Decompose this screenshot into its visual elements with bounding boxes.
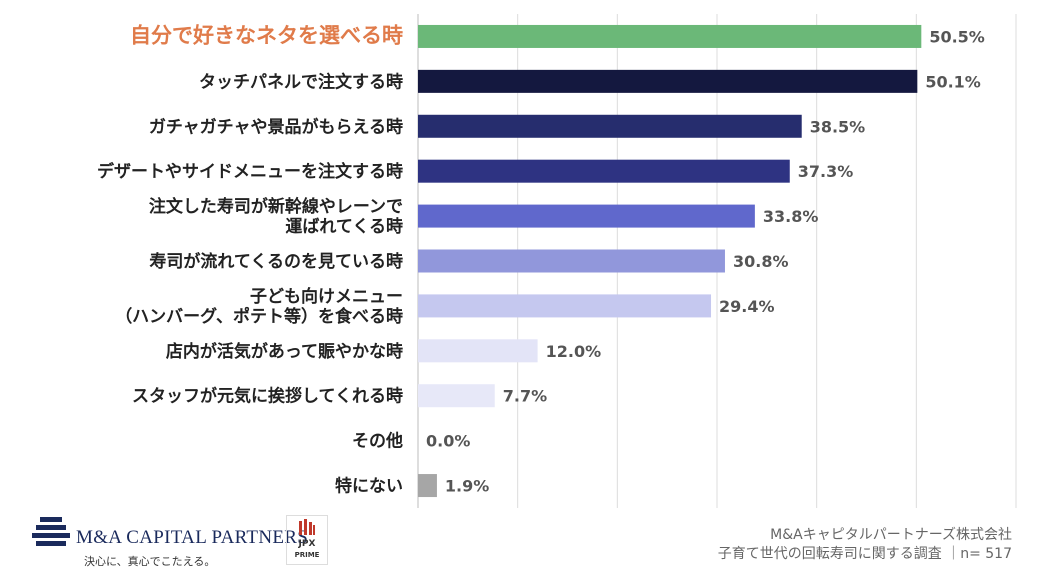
value-label: 50.1% bbox=[925, 72, 981, 91]
bar bbox=[418, 204, 755, 228]
company-logo-icon bbox=[32, 517, 70, 546]
category-label: 店内が活気があって賑やかな時 bbox=[166, 341, 403, 362]
value-label: 33.8% bbox=[763, 207, 819, 226]
source-survey: 子育て世代の回転寿司に関する調査 ｜n= 517 bbox=[717, 546, 1012, 562]
value-label: 50.5% bbox=[929, 27, 985, 46]
category-label: 子ども向けメニュー bbox=[250, 286, 403, 307]
category-label: ガチャガチャや景品がもらえる時 bbox=[149, 116, 403, 137]
value-label: 38.5% bbox=[810, 117, 866, 136]
bar bbox=[418, 114, 802, 138]
source-company: M&Aキャピタルパートナーズ株式会社 bbox=[770, 527, 1012, 543]
bar bbox=[418, 294, 712, 318]
category-label: タッチパネルで注文する時 bbox=[199, 71, 403, 92]
bar bbox=[418, 339, 538, 363]
value-label: 0.0% bbox=[426, 432, 470, 451]
value-label: 37.3% bbox=[798, 162, 854, 181]
bar-chart: 自分で好きなネタを選べる時タッチパネルで注文する時ガチャガチャや景品がもらえる時… bbox=[97, 14, 1017, 508]
company-logo-text: M&A CAPITAL PARTNERS bbox=[76, 527, 309, 548]
value-label: 12.0% bbox=[546, 342, 602, 361]
value-label: 29.4% bbox=[719, 297, 775, 316]
company-logo: M&A CAPITAL PARTNERS 決心に、真心でこたえる。 bbox=[32, 513, 308, 571]
jpx-prime-logo: JPX PRIME bbox=[286, 515, 328, 565]
value-labels: 50.5% 50.1% 38.5% 37.3% 33.8% 30.8% 29.4% 12.0%… bbox=[426, 27, 985, 495]
bar bbox=[418, 159, 790, 183]
category-label: 自分で好きなネタを選べる時 bbox=[130, 23, 403, 47]
category-labels: 自分で好きなネタを選べる時タッチパネルで注文する時ガチャガチャや景品がもらえる時… bbox=[97, 23, 403, 496]
bar bbox=[418, 24, 922, 48]
category-label: 特にない bbox=[335, 476, 403, 497]
bar bbox=[418, 249, 725, 273]
value-label: 1.9% bbox=[445, 477, 489, 496]
company-tagline: 決心に、真心でこたえる。 bbox=[84, 555, 216, 568]
jpx-text: JPX bbox=[298, 539, 316, 549]
bar bbox=[418, 69, 918, 93]
jpx-logo-icon bbox=[299, 519, 315, 535]
category-label: （ハンバーグ、ポテト等）を食べる時 bbox=[115, 306, 403, 327]
bar bbox=[418, 474, 437, 498]
bars bbox=[418, 24, 922, 498]
category-label: スタッフが元気に挨拶してくれる時 bbox=[132, 386, 403, 407]
category-label: 運ばれてくる時 bbox=[285, 216, 403, 237]
category-label: その他 bbox=[352, 431, 403, 452]
value-label: 30.8% bbox=[733, 252, 789, 271]
jpx-prime-text: PRIME bbox=[294, 551, 320, 559]
source-note: M&Aキャピタルパートナーズ株式会社 子育て世代の回転寿司に関する調査 ｜n= … bbox=[718, 526, 1012, 564]
value-label: 7.7% bbox=[503, 387, 547, 406]
category-label: 注文した寿司が新幹線やレーンで bbox=[149, 196, 403, 217]
category-label: 寿司が流れてくるのを見ている時 bbox=[149, 251, 403, 272]
bar bbox=[418, 384, 495, 408]
category-label: デザートやサイドメニューを注文する時 bbox=[97, 161, 403, 182]
